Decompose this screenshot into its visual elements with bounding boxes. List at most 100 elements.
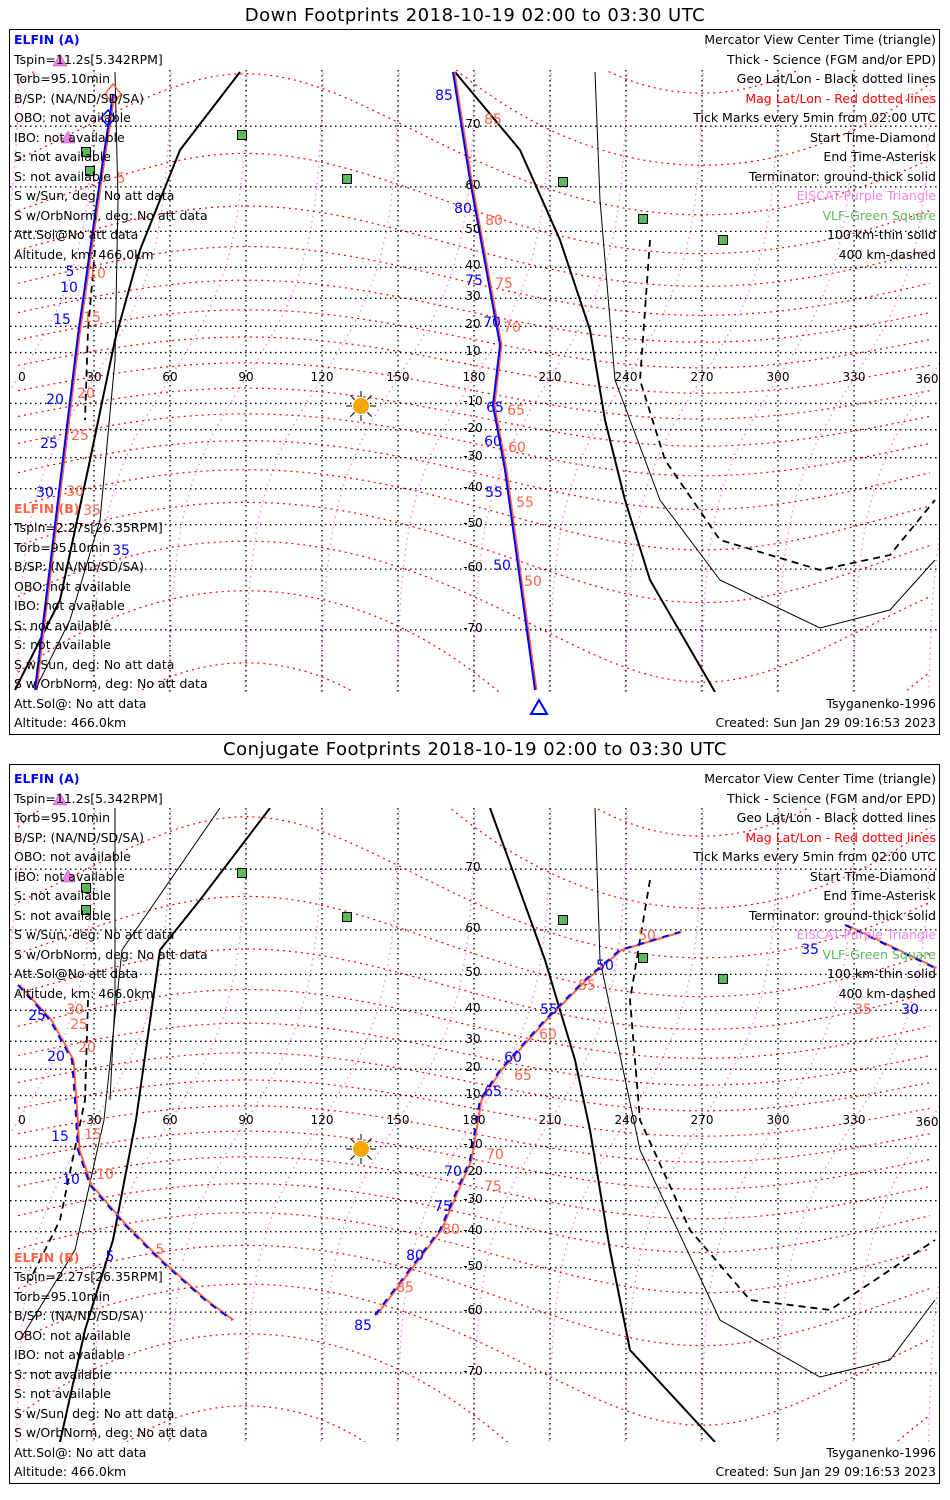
legend-line: End Time-Asterisk (823, 149, 936, 164)
elfin-a-info-line: Tspin=11.2s[5.342RPM] (14, 790, 163, 806)
elfin-b-name: ELFIN (B) (14, 500, 80, 516)
terminator-100km (594, 808, 936, 1378)
legend-line: Mercator View Center Time (triangle) (704, 771, 936, 786)
terminator-ground (454, 71, 716, 692)
longitude-label: 150 (386, 1113, 410, 1127)
elfin-a-time-tick-label: 75 (434, 1199, 452, 1215)
longitude-label: 240 (614, 370, 638, 384)
mag-longitude-line (320, 808, 476, 1442)
terminator-ground (489, 808, 716, 1442)
legend-line: Geo Lat/Lon - Black dotted lines (736, 71, 936, 86)
vlf-station-square (718, 974, 728, 984)
elfin-b-info-line: Tspin=2.27s[26.35RPM] (14, 1269, 163, 1284)
elfin-a-info-line: OBO: not available (14, 849, 131, 864)
elfin-a-info-line: Torb=95.10min (14, 71, 111, 86)
latitude-label: 70 (465, 860, 481, 875)
elfin-b-time-tick-label: 60 (508, 440, 526, 456)
elfin-a-time-tick-label: 5 (105, 1249, 115, 1265)
elfin-b-time-tick-label: 80 (442, 1222, 460, 1238)
terminator-100km (34, 71, 119, 691)
created-timestamp: Created: Sun Jan 29 09:16:53 2023 (715, 1464, 936, 1479)
longitude-label: 0 (18, 370, 26, 384)
panel-frame (9, 764, 940, 1484)
terminator-400km (629, 879, 936, 1311)
mag-longitude-line (700, 808, 856, 1442)
elfin-b-name: ELFIN (B) (14, 1249, 80, 1265)
vlf-station-square (558, 915, 568, 925)
map-layer (10, 808, 940, 1442)
longitude-label: 90 (238, 1113, 254, 1127)
legend-line: 400 km-dashed (838, 246, 936, 262)
elfin-a-time-tick-label: 25 (40, 436, 58, 452)
elfin-b-time-tick-label: 75 (484, 1179, 502, 1195)
elfin-b-info-line: Altitude: 466.0km (14, 1464, 127, 1479)
legend-line: VLF-Green Square (822, 946, 936, 962)
mag-longitude-line (168, 808, 324, 1442)
elfin-b-info-line: S: not available (14, 1386, 111, 1401)
latitude-label: 60 (465, 920, 481, 935)
elfin-b-time-tick-label: 15 (84, 1127, 102, 1143)
legend-line: Mercator View Center Time (triangle) (704, 32, 936, 47)
mag-latitude-line (17, 1244, 931, 1347)
mag-latitude-line (17, 501, 931, 604)
legend-line: VLF-Green Square (822, 207, 936, 223)
mag-latitude-line (17, 279, 931, 343)
elfin-a-time-tick-label: 60 (504, 1050, 522, 1066)
elfin-b-info-line: IBO: not available (14, 598, 125, 613)
elfin-a-track (34, 93, 114, 691)
mag-longitude-line (624, 70, 780, 692)
created-timestamp: Created: Sun Jan 29 09:16:53 2023 (715, 715, 936, 730)
elfin-a-info-line: IBO: not available (14, 868, 125, 884)
mag-latitude-line (17, 1183, 931, 1254)
mag-latitude-line (17, 205, 931, 287)
vlf-station-square (638, 214, 648, 224)
latitude-label: 20 (465, 1060, 481, 1075)
mag-longitude-line (472, 808, 628, 1442)
elfin-b-info-line: Altitude: 466.0km (14, 715, 127, 730)
elfin-b-track (35, 93, 116, 691)
mag-longitude-line (244, 70, 400, 692)
elfin-a-info-line: S: not available (14, 149, 111, 164)
mag-latitude-line (17, 245, 931, 316)
latitude-label: 30 (465, 1032, 481, 1047)
elfin-b-time-tick-label: 55 (578, 978, 596, 994)
elfin-b-time-tick-label: 50 (524, 574, 542, 590)
latitude-label: -40 (463, 1222, 483, 1237)
latitude-label: -10 (463, 394, 483, 409)
mag-latitude-line (17, 895, 931, 998)
terminator-100km (109, 808, 116, 1101)
vlf-station-square (558, 177, 568, 187)
elfin-a-info-line: S: not available (14, 888, 111, 903)
mag-latitude-line (17, 948, 931, 1030)
mag-longitude-line (776, 70, 932, 692)
latitude-label: -50 (463, 515, 483, 530)
latitude-label: 20 (465, 317, 481, 332)
elfin-a-info-line: IBO: not available (14, 129, 125, 145)
view-center-triangle (529, 697, 549, 715)
elfin-a-time-tick-label: 35 (801, 942, 819, 958)
latitude-label: 70 (465, 117, 481, 132)
elfin-b-time-tick-label: 30 (66, 484, 84, 500)
sun-icon (346, 391, 376, 421)
elfin-a-info-line: S w/Sun, deg: No att data (14, 188, 175, 203)
elfin-a-time-tick-label: 50 (493, 558, 511, 574)
elfin-b-info-line: IBO: not available (14, 1347, 125, 1362)
elfin-b-time-tick-label: 65 (507, 403, 525, 419)
legend-line: EISCAT-Purple Triangle (796, 188, 936, 203)
elfin-a-time-tick-label: 70 (444, 1164, 462, 1180)
latitude-label: -70 (463, 620, 483, 635)
latitude-label: -20 (463, 420, 483, 435)
elfin-a-track (17, 984, 233, 1321)
mag-latitude-line (17, 440, 931, 511)
legend-line: End Time-Asterisk (823, 888, 936, 903)
terminator-400km (84, 249, 96, 421)
longitude-label: 330 (842, 370, 866, 384)
elfin-b-time-tick-label: 55 (516, 495, 534, 511)
mag-longitude-line (548, 70, 704, 692)
elfin-b-time-tick-label: 30 (66, 1002, 84, 1018)
elfin-b-info-line: S w/OrbNorm, deg: No att data (14, 1425, 208, 1440)
elfin-a-track (844, 924, 936, 969)
elfin-a-time-tick-label: 35 (112, 543, 130, 559)
field-model-label: Tsyganenko-1996 (826, 1445, 936, 1460)
elfin-a-time-tick-label: 20 (47, 1049, 65, 1065)
